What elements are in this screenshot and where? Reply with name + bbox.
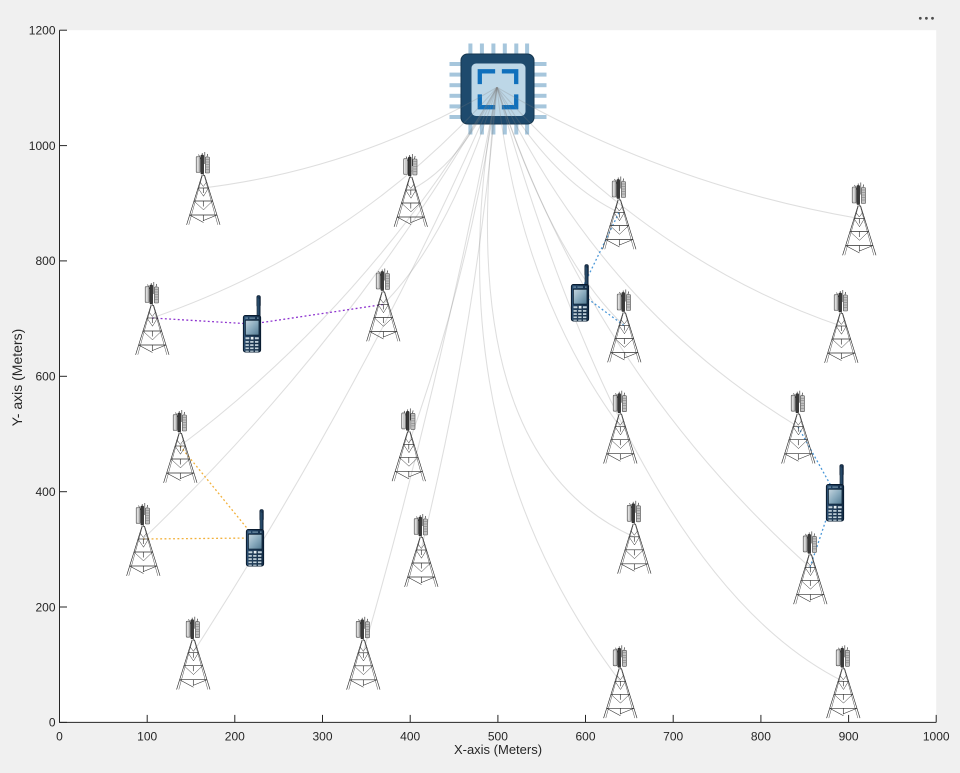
svg-text:1200: 1200: [29, 24, 56, 38]
svg-text:500: 500: [488, 730, 508, 744]
svg-text:900: 900: [839, 730, 859, 744]
svg-text:100: 100: [137, 730, 157, 744]
svg-text:700: 700: [663, 730, 683, 744]
svg-text:Y- axis (Meters): Y- axis (Meters): [9, 329, 25, 427]
svg-text:400: 400: [400, 730, 420, 744]
svg-text:0: 0: [56, 730, 63, 744]
svg-text:300: 300: [312, 730, 332, 744]
svg-text:1000: 1000: [29, 139, 56, 153]
svg-text:600: 600: [35, 370, 55, 384]
svg-text:0: 0: [49, 716, 56, 730]
svg-text:600: 600: [575, 730, 595, 744]
svg-text:X-axis (Meters): X-axis (Meters): [454, 742, 542, 757]
svg-text:800: 800: [751, 730, 771, 744]
svg-text:400: 400: [35, 485, 55, 499]
svg-text:800: 800: [35, 254, 55, 268]
svg-text:200: 200: [35, 600, 55, 614]
svg-text:1000: 1000: [923, 730, 950, 744]
svg-text:200: 200: [225, 730, 245, 744]
